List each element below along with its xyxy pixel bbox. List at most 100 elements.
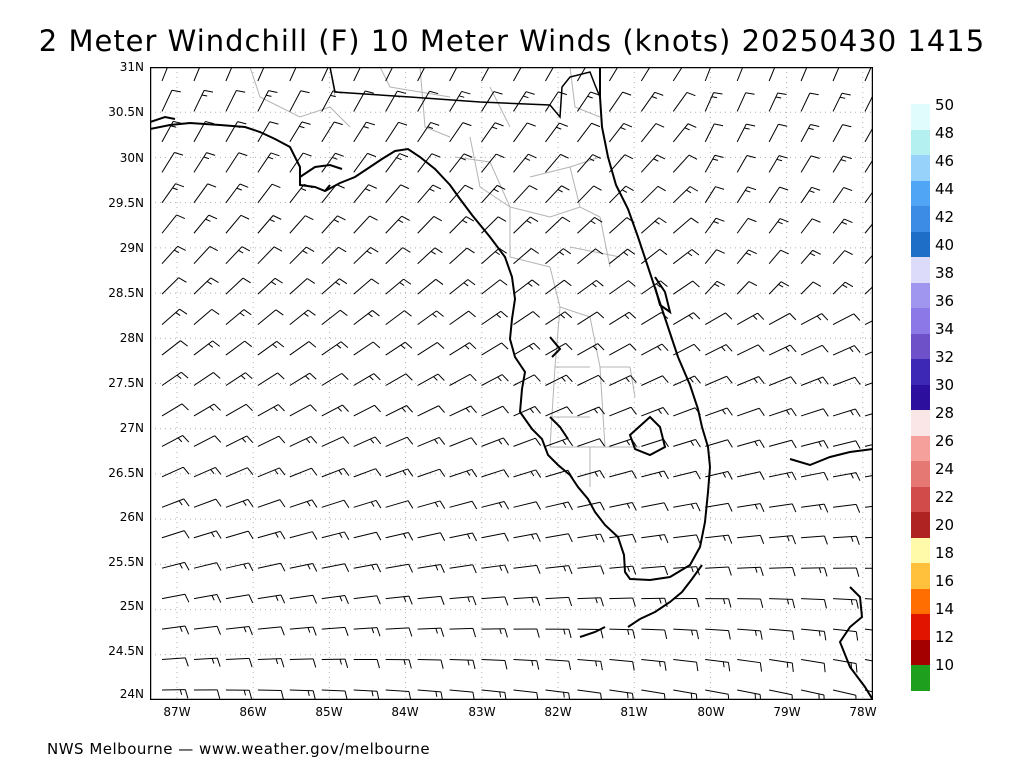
wind-barb-feather [275, 532, 279, 538]
wind-barb-feather [174, 152, 184, 156]
wind-barb-feather [472, 628, 477, 638]
wind-barb-feather [342, 436, 350, 444]
wind-barb [641, 343, 663, 356]
wind-barb-feather [531, 534, 535, 540]
wind-barb [225, 183, 241, 204]
wind-barb-feather [435, 278, 444, 285]
wind-barb-feather [759, 535, 765, 544]
wind-barb [864, 659, 873, 662]
wind-barb-feather [241, 246, 251, 252]
wind-barb [289, 309, 309, 325]
wind-barb-feather [558, 91, 567, 96]
legend-label: 50 [935, 96, 955, 114]
wind-barb [417, 310, 437, 326]
wind-barb [193, 90, 205, 112]
wind-barb [801, 535, 825, 539]
wind-barb-feather [274, 277, 283, 284]
wind-barb-feather [469, 342, 477, 350]
wind-barb-feather [786, 472, 790, 479]
map-frame [150, 67, 873, 700]
wind-barb-feather [664, 598, 668, 608]
wind-barb-feather [204, 89, 214, 93]
legend-label: 16 [935, 572, 955, 590]
wind-barb [385, 310, 405, 326]
wind-barb-feather [504, 564, 509, 574]
wind-barb-feather [659, 248, 668, 256]
wind-barb [353, 153, 368, 173]
wind-barb-feather [268, 90, 278, 94]
wind-barb [673, 659, 697, 663]
wind-barb-feather [240, 214, 250, 220]
wind-barb-feather [656, 283, 661, 288]
wind-barb [481, 469, 504, 478]
wind-barb [737, 659, 761, 664]
wind-barb-feather [785, 346, 790, 352]
wind-barb-feather [535, 501, 541, 510]
wind-barb [289, 594, 314, 600]
wind-barb-feather [403, 278, 412, 285]
wind-barb [513, 67, 522, 82]
wind-barb [321, 121, 335, 143]
wind-barb-feather [629, 343, 637, 351]
wind-barb-feather [460, 157, 466, 161]
wind-barb-feather [689, 186, 699, 192]
wind-barb [449, 310, 469, 326]
wind-barb [609, 597, 633, 600]
legend-swatch [911, 282, 930, 309]
wind-barb [161, 308, 180, 325]
wind-barb [704, 186, 716, 204]
wind-barb-feather [343, 499, 350, 509]
wind-barb-feather [855, 536, 860, 545]
wind-barb-feather [470, 405, 477, 414]
wind-barb-feather [439, 500, 446, 509]
wind-barb [385, 247, 404, 265]
wind-barb [801, 628, 825, 632]
wind-barb-feather [238, 152, 248, 157]
wind-barb-feather [245, 372, 253, 380]
wind-barb [225, 530, 249, 539]
wind-barb-feather [242, 277, 251, 284]
wind-barb-feather [499, 279, 508, 286]
wind-barb [161, 625, 186, 630]
wind-barb-feather [712, 158, 719, 161]
wind-barb-feather [777, 92, 787, 95]
wind-barb [417, 342, 438, 356]
wind-barb-feather [275, 595, 279, 601]
wind-barb-feather [527, 122, 536, 127]
wind-barb-feather [440, 628, 445, 637]
wind-barb-feather [624, 154, 634, 160]
wind-barb-feather [503, 469, 510, 478]
wind-barb [417, 627, 442, 630]
legend-swatch [911, 563, 930, 589]
wind-barb-feather [366, 250, 372, 255]
wind-barb [864, 444, 873, 447]
wind-barb-feather [175, 312, 181, 316]
wind-barb-feather [344, 627, 349, 637]
wind-barb [577, 533, 601, 539]
wind-barb-feather [727, 662, 731, 672]
wind-barb-feather [595, 597, 598, 604]
wind-barb-feather [239, 312, 245, 317]
wind-barb-feather [247, 530, 254, 540]
wind-barb-feather [722, 661, 725, 668]
wind-barb [161, 277, 180, 295]
wind-barb-feather [280, 594, 286, 604]
wind-barb [225, 90, 237, 112]
wind-barb-feather [336, 344, 342, 349]
county-boundaries [249, 67, 640, 487]
wind-barb-feather [855, 472, 861, 481]
wind-barb [704, 67, 712, 82]
wind-barb-feather [307, 564, 311, 570]
wind-barb [449, 532, 473, 539]
wind-barb-feather [275, 658, 279, 665]
wind-barb [608, 154, 626, 173]
wind-barb-feather [624, 314, 630, 319]
wind-barb-feather [716, 280, 726, 286]
wind-barb-feather [339, 309, 348, 317]
wind-barb-feather [854, 376, 861, 385]
wind-barb-feather [182, 435, 190, 443]
wind-barb [768, 218, 781, 234]
legend-swatch [911, 461, 930, 487]
wind-barb [289, 689, 314, 692]
wind-barb-feather [562, 216, 571, 223]
